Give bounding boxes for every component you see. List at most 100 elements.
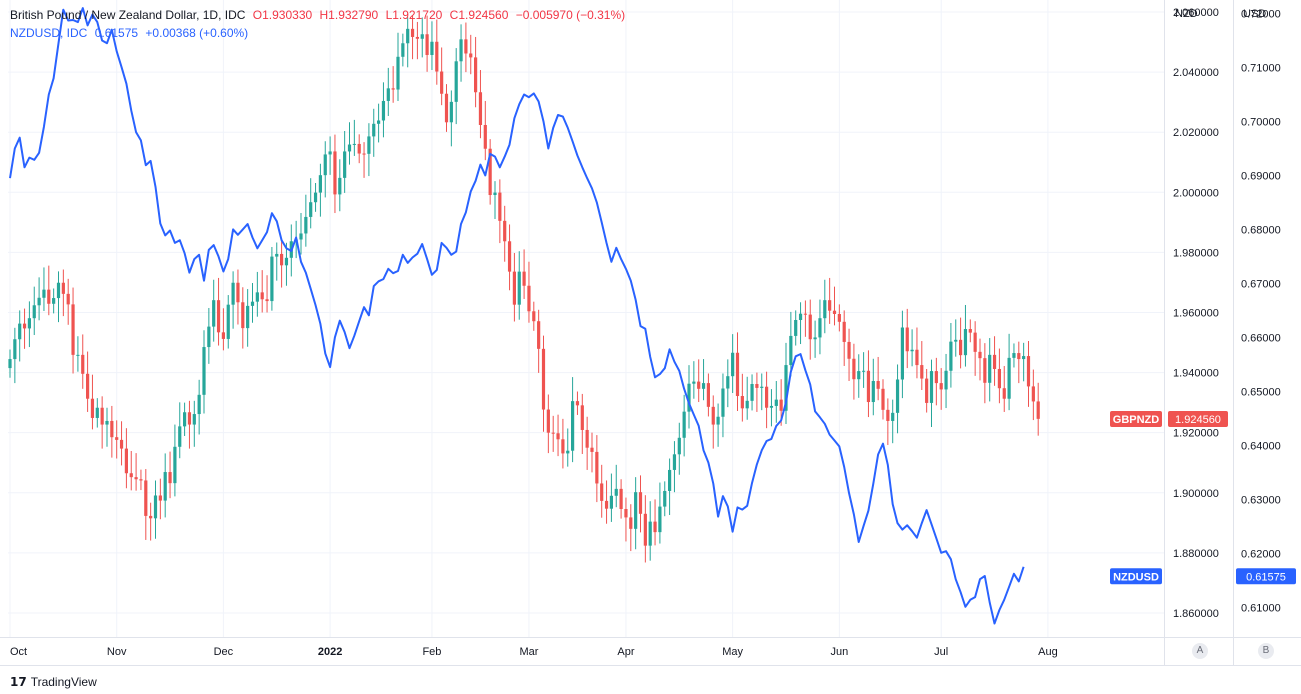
left-axis-tick-label: 1.900000	[1173, 488, 1219, 500]
candle	[246, 289, 250, 347]
candle	[318, 163, 322, 217]
candle-body	[692, 381, 696, 384]
candle-body	[769, 405, 774, 408]
candle-body	[444, 93, 449, 123]
candle-body	[362, 153, 366, 155]
candle-body	[701, 383, 706, 389]
candle	[401, 33, 405, 67]
candle-body	[866, 370, 871, 403]
candle-body	[944, 370, 948, 390]
value-badge	[1236, 568, 1296, 585]
candle	[517, 251, 521, 320]
candle	[144, 469, 148, 540]
candle	[498, 179, 502, 244]
candle-body	[425, 34, 429, 55]
candle	[488, 139, 492, 205]
candle-body	[260, 292, 264, 300]
candle-body	[66, 293, 70, 305]
candle-body	[876, 380, 880, 389]
symbol-badge	[1110, 568, 1162, 585]
candle	[532, 301, 536, 331]
close-value: C1.924560	[449, 8, 509, 22]
candle-body	[119, 439, 124, 449]
candle-body	[474, 57, 478, 93]
candle	[139, 469, 143, 491]
candle-body	[760, 386, 764, 388]
compare-value: 0.61575	[94, 26, 139, 40]
candle	[925, 368, 929, 413]
candle	[575, 391, 580, 415]
candle-body	[275, 253, 279, 257]
candle	[507, 224, 512, 291]
candle-body	[881, 388, 885, 410]
candle-body	[653, 521, 657, 533]
candle-body	[910, 349, 914, 352]
candle	[1012, 343, 1016, 368]
candle	[803, 300, 807, 337]
candle-body	[338, 177, 342, 195]
candle	[32, 286, 36, 336]
candle-body	[546, 409, 550, 433]
candle	[692, 361, 696, 399]
value-badge	[1168, 410, 1228, 427]
candle	[178, 402, 182, 459]
candle	[309, 178, 313, 229]
candle-body	[32, 305, 36, 319]
candle-body	[813, 337, 817, 340]
value-badge-label: 1.924560	[1175, 414, 1221, 426]
candle-body	[740, 396, 744, 409]
candle-body	[61, 282, 65, 294]
candle	[231, 271, 235, 329]
candle	[1007, 333, 1011, 411]
candle	[619, 479, 623, 519]
scale-b-button[interactable]: B	[1258, 643, 1274, 659]
candle-body	[527, 285, 531, 312]
candle-body	[706, 383, 710, 407]
candle	[832, 286, 837, 326]
price-badge-nzdusd: NZDUSD 0.61575	[1110, 568, 1296, 585]
candle	[333, 134, 337, 214]
footer-brand[interactable]: 𝟭𝟳 TradingView	[10, 675, 97, 689]
candle	[284, 242, 289, 286]
candle	[735, 332, 740, 412]
candle-body	[81, 354, 85, 374]
right-axis-tick-label: 0.62000	[1241, 548, 1281, 560]
candle-body	[537, 321, 541, 349]
candle-body	[731, 352, 735, 377]
candle	[343, 131, 347, 193]
candle	[483, 100, 487, 161]
candle	[837, 304, 841, 332]
candle-body	[847, 341, 851, 359]
candle	[876, 356, 880, 401]
left-axis-tick-label: 2.020000	[1173, 127, 1219, 139]
candle	[1036, 382, 1040, 436]
candle-body	[886, 409, 890, 421]
candle-body	[900, 327, 904, 380]
candle	[478, 70, 483, 139]
candle	[391, 66, 395, 103]
candle-body	[226, 304, 230, 339]
candle	[18, 310, 22, 362]
main-series-legend: British Pound / New Zealand Dollar, 1D, …	[10, 8, 629, 22]
candle-body	[105, 420, 109, 425]
candle	[212, 279, 216, 342]
candle-body	[333, 151, 337, 195]
candle-body	[988, 354, 992, 383]
candle	[474, 36, 478, 108]
candle	[236, 269, 240, 325]
candle-body	[963, 329, 968, 356]
candle	[653, 499, 657, 546]
candle	[537, 309, 541, 373]
candle-body	[507, 241, 512, 272]
left-axis-unit: NZD	[1175, 8, 1198, 20]
candle-body	[347, 144, 352, 152]
candle-body	[90, 398, 95, 418]
candle-body	[391, 88, 395, 90]
candle	[149, 502, 153, 541]
candle	[241, 287, 245, 349]
candle	[740, 373, 744, 422]
scale-a-button[interactable]: A	[1192, 643, 1208, 659]
candle	[153, 480, 158, 539]
candle-body	[265, 299, 269, 302]
